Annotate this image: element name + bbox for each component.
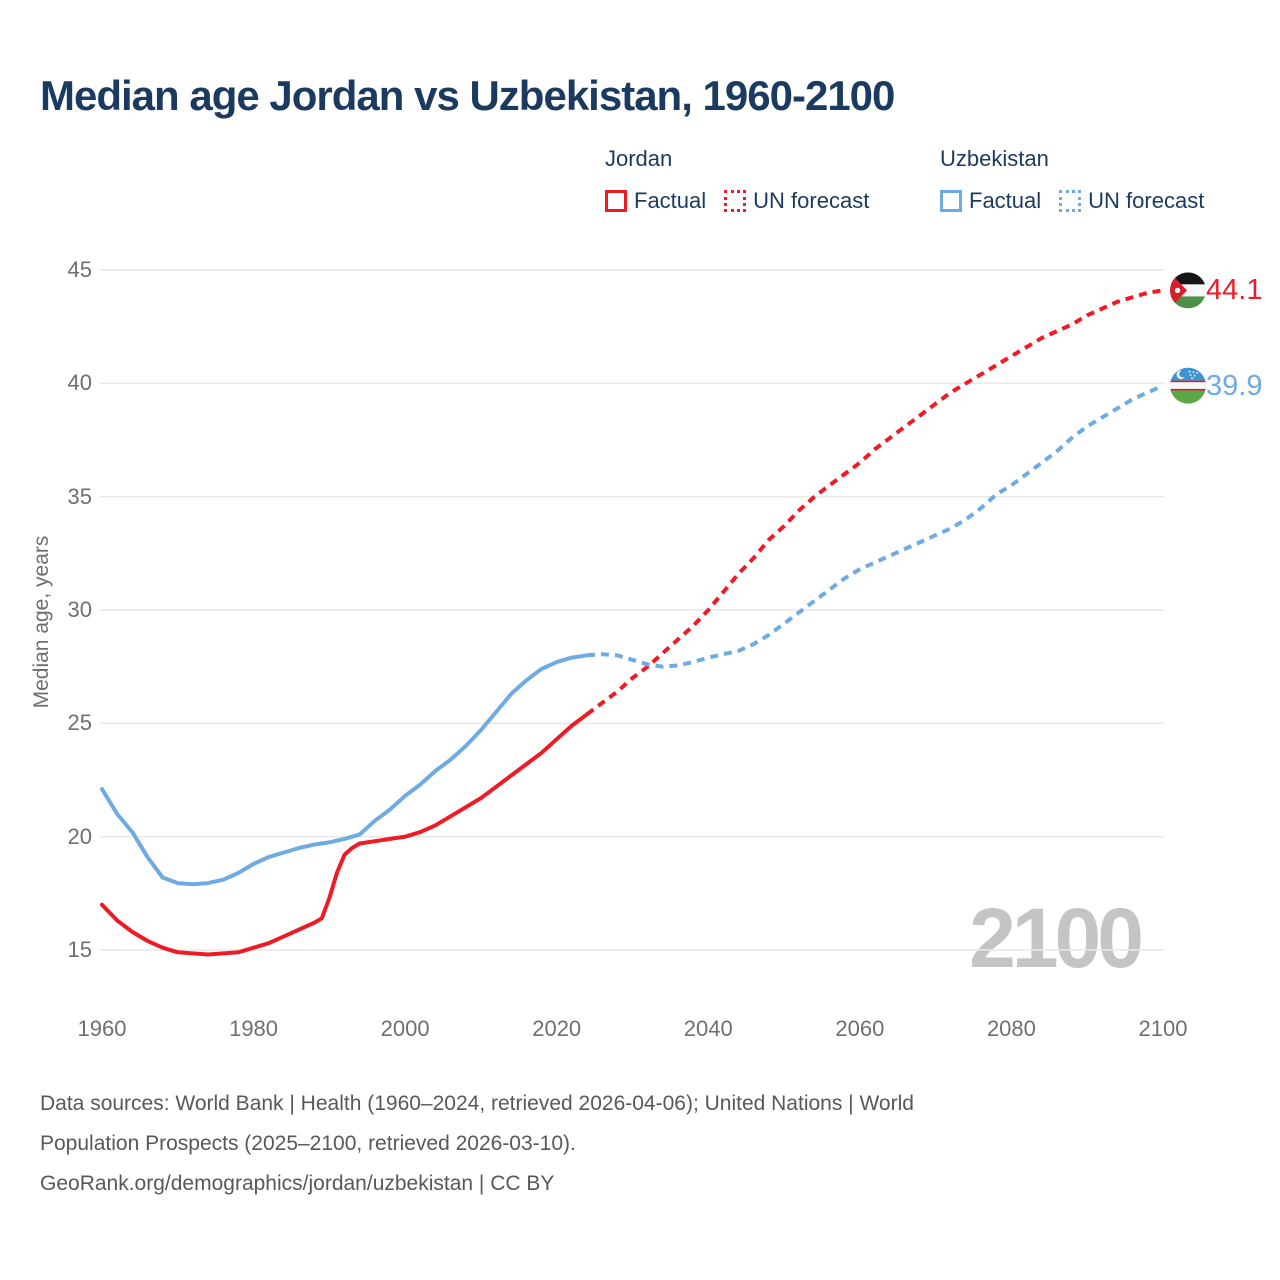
x-tick-label: 2020	[532, 1016, 582, 1041]
attribution-line: GeoRank.org/demographics/jordan/uzbekist…	[40, 1172, 555, 1195]
series-line	[100, 712, 589, 957]
x-tick-label: 2060	[835, 1016, 885, 1041]
watermark-year: 2100	[969, 891, 1144, 985]
jordan-end-value: 44.1	[1206, 274, 1263, 307]
legend-item-jordan-forecast: UN forecast	[724, 188, 869, 214]
y-tick-label: 35	[67, 483, 92, 509]
gridlines	[100, 269, 1164, 951]
legend-item-uzbekistan-forecast: UN forecast	[1059, 188, 1204, 214]
dashed-line-swatch-icon	[724, 190, 747, 212]
legend-group-title: Jordan	[605, 146, 673, 171]
data-sources-line-1: Data sources: World Bank | Health (1960–…	[40, 1092, 914, 1115]
y-tick-label: 40	[67, 370, 92, 396]
x-tick-label: 2100	[1138, 1016, 1188, 1041]
series-line	[585, 288, 1164, 716]
series-lines	[100, 288, 1164, 957]
y-tick-label: 30	[67, 597, 92, 622]
y-tick-label: 45	[67, 257, 92, 282]
y-tick-label: 25	[67, 710, 92, 736]
y-tick-label: 20	[67, 823, 92, 849]
legend-item-jordan-factual: Factual	[605, 188, 706, 214]
series-line	[586, 383, 1164, 669]
legend-row: Factual UN forecast	[605, 188, 887, 214]
dashed-line-swatch-icon	[1059, 190, 1082, 212]
legend-item-label: Factual	[969, 188, 1042, 213]
y-tick-label: 15	[67, 937, 92, 962]
legend-group-title: Uzbekistan	[940, 146, 1049, 171]
series-line	[100, 653, 589, 887]
jordan-flag-icon	[1170, 272, 1206, 309]
x-tick-label: 1980	[229, 1016, 279, 1041]
legend-group-jordan: Jordan Factual UN forecast	[605, 146, 887, 214]
legend-item-label: UN forecast	[753, 188, 870, 213]
x-tick-label: 2080	[986, 1016, 1036, 1041]
solid-line-swatch-icon	[605, 190, 627, 212]
legend-item-label: UN forecast	[1088, 188, 1205, 213]
x-tick-label: 2000	[380, 1016, 430, 1041]
x-tick-label: 2040	[683, 1016, 733, 1041]
legend-group-uzbekistan: Uzbekistan Factual UN forecast	[940, 146, 1222, 214]
x-tick-label: 1960	[77, 1016, 127, 1041]
uzbekistan-end-value: 39.9	[1206, 369, 1263, 402]
page-title: Median age Jordan vs Uzbekistan, 1960-21…	[40, 72, 895, 119]
legend-item-label: Factual	[634, 188, 707, 213]
solid-line-swatch-icon	[940, 190, 962, 212]
data-sources-line-2: Population Prospects (2025–2100, retriev…	[40, 1132, 576, 1155]
uzbekistan-flag-icon	[1170, 367, 1206, 404]
legend-row: Factual UN forecast	[940, 188, 1222, 214]
legend-item-uzbekistan-factual: Factual	[940, 188, 1041, 214]
